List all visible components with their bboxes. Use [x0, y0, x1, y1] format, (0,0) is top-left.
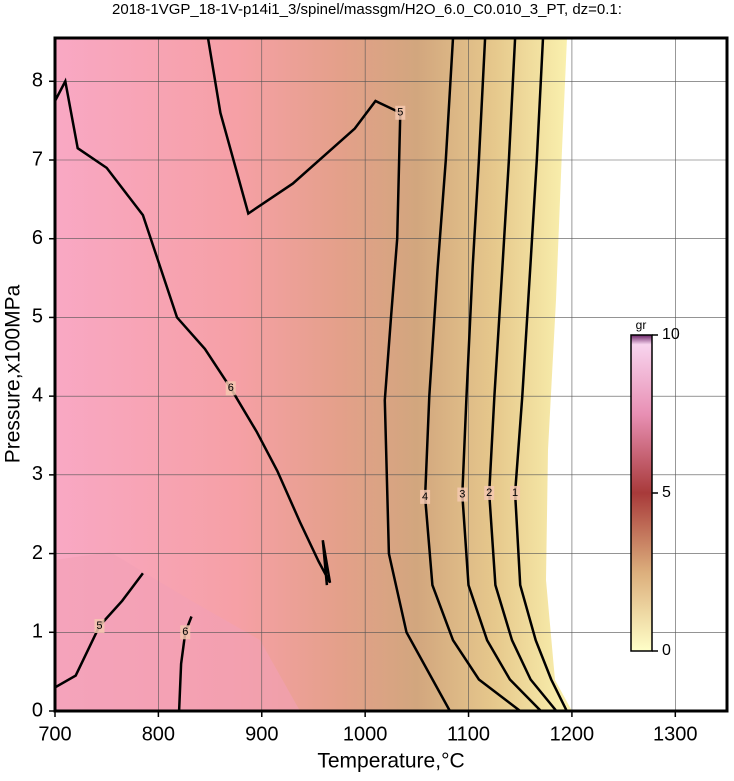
contour-label: 1 — [512, 487, 518, 499]
plot-frame — [53, 36, 729, 713]
y-tick-label: 4 — [32, 384, 43, 406]
y-tick-label: 7 — [32, 148, 43, 170]
contour-label: 3 — [459, 488, 465, 500]
chart-title: 2018-1VGP_18-1V-p14i1_3/spinel/massgm/H2… — [112, 1, 622, 18]
y-tick-label: 1 — [32, 621, 43, 643]
contour-label-bg — [180, 625, 191, 640]
contour-label: 6 — [182, 626, 188, 638]
x-tick-label: 1000 — [343, 723, 388, 745]
y-axis-label: Pressure,x100MPa — [2, 284, 25, 463]
contour-label: 5 — [96, 620, 102, 632]
x-tick-label: 800 — [142, 723, 175, 745]
field-area — [55, 552, 300, 711]
y-tick-label: 0 — [32, 699, 43, 721]
contour-label-bg — [457, 487, 468, 502]
colorbar-tick-label: 10 — [662, 326, 680, 343]
x-tick-label: 1300 — [653, 723, 698, 745]
contour-label: 5 — [397, 107, 403, 119]
y-tick-label: 3 — [32, 463, 43, 485]
contours: 6 5 4 3 2 1 5 6 — [55, 38, 568, 711]
y-tick-label: 8 — [32, 70, 43, 92]
field — [55, 38, 572, 711]
x-tick-label: 900 — [245, 723, 278, 745]
contour-label: 4 — [422, 491, 428, 503]
x-tick-label: 1100 — [447, 723, 490, 745]
colorbar — [630, 334, 653, 652]
contour-label-bg — [94, 618, 105, 633]
contour-label-bg — [484, 485, 495, 500]
colorbar-tick-label: 5 — [662, 484, 671, 501]
colorbar-tick-label: 0 — [662, 642, 671, 659]
contour-label: 2 — [486, 487, 492, 499]
contour-label-bg — [510, 485, 521, 500]
contour-line — [177, 616, 193, 711]
contour-label-bg — [225, 381, 236, 396]
contour-label: 6 — [228, 382, 234, 394]
contour-label-bg — [395, 105, 406, 120]
x-axis-label: Temperature,°C — [317, 750, 464, 773]
colorbar-label: gr — [636, 318, 647, 332]
x-tick-label: 700 — [38, 723, 71, 745]
y-tick-label: 2 — [32, 542, 43, 564]
contour-label-bg — [420, 489, 431, 504]
y-tick-label: 5 — [32, 306, 43, 328]
y-tick-label: 6 — [32, 227, 43, 249]
x-tick-label: 1200 — [550, 723, 595, 745]
